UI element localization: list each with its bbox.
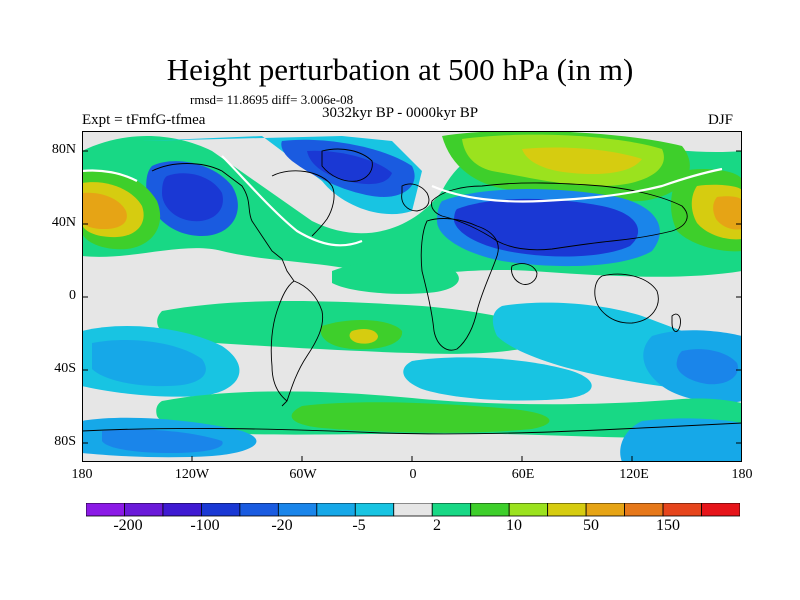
season-label: DJF (708, 112, 734, 128)
stats-label: rmsd= 11.8695 diff= 3.006e-08 (190, 92, 354, 107)
lat-label-80s: 80S (54, 434, 76, 449)
colorbar-cell (547, 503, 587, 517)
contour-field (82, 131, 742, 462)
colorbar-cell (431, 503, 472, 517)
lon-label-120e: 120E (619, 467, 649, 482)
colorbar-label-2: 2 (433, 517, 441, 534)
colorbar-cell (470, 503, 510, 517)
lat-label-eq: 0 (69, 288, 76, 303)
colorbar-cell (86, 503, 125, 517)
lon-label-60e: 60E (511, 467, 535, 482)
canadian-trough-core (307, 150, 392, 185)
lon-label-0: 0 (409, 467, 417, 482)
colorbar-label-minus20: -20 (271, 517, 293, 534)
height-perturbation-map (82, 131, 742, 462)
experiment-label: Expt = tFmfG-tfmea (82, 112, 206, 128)
colorbar-label-minus200: -200 (113, 517, 143, 534)
pacific-ridge-west-core (82, 192, 127, 229)
colorbar-label-50: 50 (583, 517, 599, 534)
colorbar-cell (162, 503, 202, 517)
colorbar-cell (124, 503, 164, 517)
south-atlantic-anomaly-core (349, 328, 378, 344)
colorbar-label-minus100: -100 (190, 517, 220, 534)
lat-label-40s: 40S (54, 361, 76, 376)
southern-mid-latitude-band (403, 357, 592, 401)
colorbar-label-10: 10 (506, 517, 522, 534)
south-pacific-west-core (92, 339, 206, 387)
north-american-trough-core (162, 173, 223, 222)
colorbar-cell (624, 503, 664, 517)
lon-label-180e: 180 (731, 467, 753, 482)
period-label: 3032kyr BP - 0000kyr BP (322, 105, 479, 121)
lon-label-180w: 180 (71, 467, 93, 482)
colorbar-cell (508, 503, 549, 517)
colorbar-cell (316, 503, 356, 517)
colorbar-label-minus5: -5 (352, 517, 366, 534)
zero-contour-white (82, 155, 723, 247)
colorbar-cell (201, 503, 241, 517)
south-pacific-east-core (676, 349, 738, 385)
colorbar-cell (354, 503, 395, 517)
colorbar (86, 503, 740, 517)
polar-south-core (102, 429, 223, 453)
colorbar-cell (239, 503, 279, 517)
antarctic-core (291, 402, 550, 433)
colorbar-cell (585, 503, 625, 517)
colorbar-label-150: 150 (656, 517, 680, 534)
lon-label-120w: 120W (174, 467, 210, 482)
siberian-ridge-core (522, 147, 642, 175)
tropical-atlantic-band (332, 260, 459, 294)
polar-south-east-region (620, 418, 742, 462)
lat-label-40n: 40N (51, 215, 76, 230)
colorbar-cell (393, 503, 433, 517)
colorbar-cell (277, 503, 318, 517)
coastlines (82, 148, 742, 435)
pacific-ridge-east-core (713, 196, 742, 230)
lat-label-80n: 80N (51, 142, 76, 157)
lon-label-60w: 60W (289, 467, 317, 482)
colorbar-cell (662, 503, 702, 517)
colorbar-cell (701, 503, 740, 517)
tick-marks (82, 150, 742, 462)
plot-title: Height perturbation at 500 hPa (in m) (166, 52, 634, 87)
